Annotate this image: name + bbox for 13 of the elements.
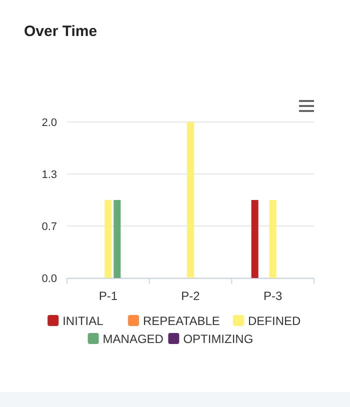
x-tick-label: P-3 [263, 289, 282, 303]
x-tick-label: P-2 [181, 289, 200, 303]
y-tick-label: 2.0 [42, 117, 57, 129]
legend-label: INITIAL [62, 314, 104, 328]
y-tick-label: 0.7 [42, 220, 57, 233]
chart-title: Over Time [24, 23, 98, 40]
legend-label: DEFINED [248, 314, 302, 328]
legend-label: OPTIMIZING [183, 332, 254, 346]
y-tick-label: 1.3 [42, 169, 57, 182]
y-tick-label: 0.0 [42, 273, 57, 285]
legend-label: MANAGED [102, 332, 164, 346]
legend-label: REPEATABLE [143, 314, 220, 328]
x-tick-label: P-1 [98, 289, 118, 303]
